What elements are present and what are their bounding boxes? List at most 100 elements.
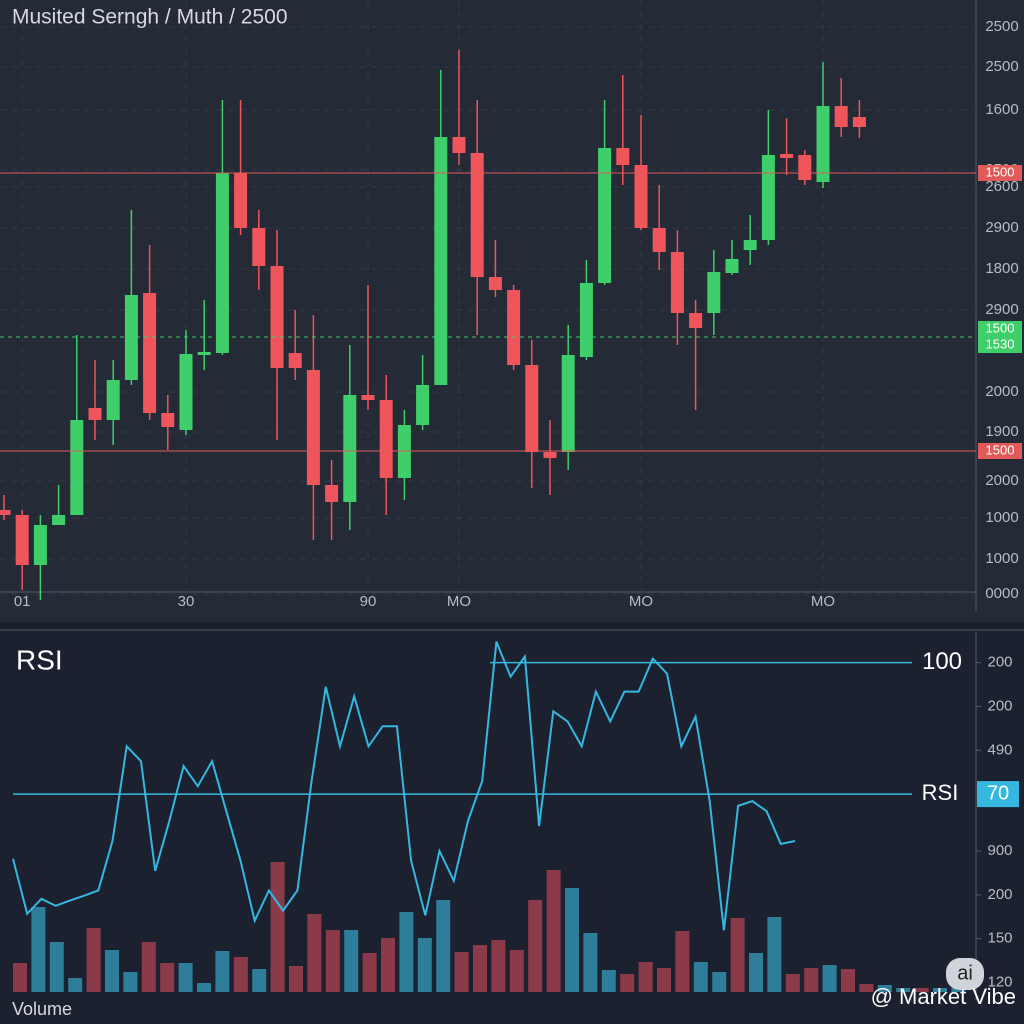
- x-tick-label: MO: [811, 593, 835, 610]
- volume-bar: [454, 952, 469, 992]
- volume-bar: [583, 933, 598, 992]
- candle-body: [488, 277, 502, 290]
- candle-body: [507, 290, 521, 365]
- candle-body: [270, 266, 284, 368]
- y-tick-label: 2600: [985, 178, 1018, 195]
- volume-bar: [675, 931, 690, 992]
- level-label: 100: [922, 648, 962, 675]
- candle-body: [88, 408, 102, 420]
- candle-body: [143, 293, 157, 413]
- volume-bar: [31, 907, 46, 992]
- candle-body: [434, 137, 448, 385]
- volume-bar: [68, 978, 83, 992]
- volume-title: Volume: [12, 999, 72, 1019]
- level-tag: [977, 781, 1019, 808]
- y-tick-label: 0000: [985, 585, 1018, 602]
- volume-bar: [86, 928, 101, 992]
- volume-bar: [509, 950, 524, 992]
- ai-badge-bg: [946, 958, 984, 990]
- y-tick-label: 120: [987, 973, 1012, 990]
- x-tick-label: 01: [14, 593, 31, 610]
- candle-body: [707, 272, 721, 313]
- volume-bar: [197, 983, 211, 992]
- volume-bar: [528, 900, 543, 992]
- volume-bar: [105, 950, 119, 992]
- y-tick-label: 1600: [985, 101, 1018, 118]
- price-tag: [978, 337, 1022, 353]
- x-tick-label: MO: [629, 593, 653, 610]
- volume-bar: [822, 965, 837, 992]
- ai-badge: ai: [957, 962, 973, 984]
- volume-bar: [730, 918, 745, 992]
- volume-bar: [436, 900, 451, 992]
- candle-body: [816, 106, 830, 182]
- volume-bar: [877, 985, 892, 992]
- volume-bar: [859, 984, 874, 992]
- level-name: RSI: [922, 780, 959, 805]
- volume-bar: [252, 969, 267, 992]
- candle-body: [197, 352, 211, 355]
- price-tag: [978, 443, 1022, 459]
- candle-body: [670, 252, 684, 313]
- volume-bar: [896, 988, 911, 992]
- watermark: @ Market Vibe: [871, 984, 1016, 1009]
- price-tag: [978, 321, 1022, 337]
- y-tick-label: 2000: [985, 383, 1018, 400]
- candle-body: [179, 354, 193, 430]
- y-tick-label: 200: [987, 697, 1012, 714]
- volume-bar: [749, 953, 763, 992]
- candle-body: [325, 485, 339, 502]
- volume-bar: [565, 888, 579, 992]
- price-tag-label: 1500: [986, 320, 1015, 335]
- volume-bar: [160, 963, 175, 992]
- volume-bar: [767, 917, 782, 992]
- candle-body: [834, 106, 848, 127]
- y-tick-label: 2000: [985, 472, 1018, 489]
- volume-bar: [914, 988, 929, 992]
- volume-bar: [620, 974, 635, 992]
- y-tick-label: 200: [987, 654, 1012, 671]
- candle-body: [252, 228, 266, 266]
- volume-bar: [712, 972, 727, 992]
- candle-body: [652, 228, 666, 252]
- candle-body: [15, 515, 29, 565]
- volume-bar: [123, 972, 138, 992]
- volume-bar: [307, 914, 322, 992]
- candle-body: [361, 395, 375, 400]
- candle-body: [379, 400, 393, 478]
- candle-body: [598, 148, 612, 283]
- volume-bar: [399, 912, 414, 992]
- volume-bar: [933, 988, 947, 992]
- candle-body: [798, 155, 812, 180]
- price-tag: [978, 165, 1022, 181]
- x-tick-label: 90: [360, 593, 377, 610]
- candle-body: [52, 515, 66, 525]
- candle-body: [579, 283, 593, 357]
- volume-bar: [289, 966, 303, 992]
- candle-body: [561, 355, 575, 452]
- candle-body: [234, 173, 248, 228]
- volume-bar: [601, 970, 616, 992]
- volume-bar: [841, 969, 855, 992]
- candle-body: [761, 155, 775, 240]
- volume-bar: [325, 930, 340, 992]
- candle-body: [689, 313, 703, 328]
- candle-body: [852, 117, 866, 127]
- candle-body: [634, 165, 648, 228]
- candle-body: [33, 525, 47, 565]
- level-label: 70: [987, 782, 1009, 804]
- y-tick-label: 200: [987, 886, 1012, 903]
- y-tick-label: 2500: [985, 18, 1018, 35]
- volume-bar: [785, 974, 800, 992]
- volume-bar: [13, 963, 27, 992]
- candle-body: [343, 395, 357, 502]
- volume-bar: [215, 951, 230, 992]
- volume-bar: [270, 862, 285, 992]
- rsi-title: RSI: [16, 644, 63, 675]
- candle-body: [70, 420, 84, 515]
- candle-body: [161, 413, 175, 427]
- y-tick-label: 1800: [985, 260, 1018, 277]
- candle-body: [416, 385, 430, 425]
